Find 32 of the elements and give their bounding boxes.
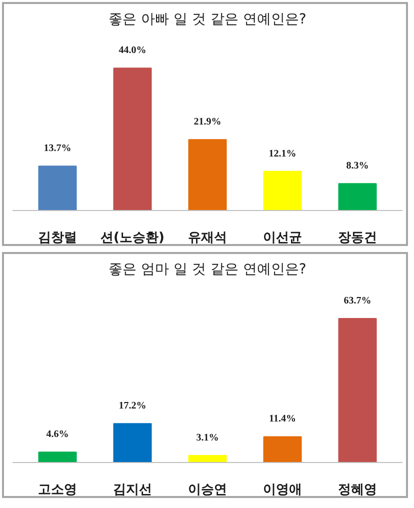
bar xyxy=(38,166,77,210)
data-label: 12.1% xyxy=(268,148,296,160)
data-label: 44.0% xyxy=(118,45,146,56)
x-tick-label: 유재석 xyxy=(188,230,227,246)
x-tick-label: 김지선 xyxy=(113,482,152,498)
x-tick-label: 정혜영 xyxy=(338,482,377,498)
data-label: 17.2% xyxy=(118,400,146,412)
data-label: 11.4% xyxy=(269,414,296,425)
chart-title: 좋은 엄마 일 것 같은 연예인은? xyxy=(108,262,306,278)
data-label: 3.1% xyxy=(196,432,219,444)
x-tick-label: 김창렬 xyxy=(38,230,77,246)
bar xyxy=(338,183,377,210)
x-tick-label: 이선균 xyxy=(263,230,302,246)
data-label: 63.7% xyxy=(344,296,372,306)
x-tick-label: 이승연 xyxy=(188,482,227,498)
bar xyxy=(113,68,152,210)
data-label: 8.3% xyxy=(346,160,369,172)
bar xyxy=(263,436,302,462)
bar xyxy=(263,170,302,210)
bar xyxy=(188,454,227,462)
x-tick-label: 이영애 xyxy=(263,482,302,498)
data-label: 13.7% xyxy=(44,143,72,154)
x-tick-label: 고소영 xyxy=(38,482,77,498)
data-label: 21.9% xyxy=(194,116,222,128)
bar xyxy=(188,139,227,210)
bar xyxy=(38,452,77,462)
x-tick-label: 션(노승환) xyxy=(100,230,164,246)
data-label: 4.6% xyxy=(46,429,69,440)
chart-title: 좋은 아빠 일 것 같은 연예인은? xyxy=(108,12,306,28)
x-tick-label: 장동건 xyxy=(338,230,377,246)
bar xyxy=(113,423,152,462)
bar xyxy=(338,318,377,462)
